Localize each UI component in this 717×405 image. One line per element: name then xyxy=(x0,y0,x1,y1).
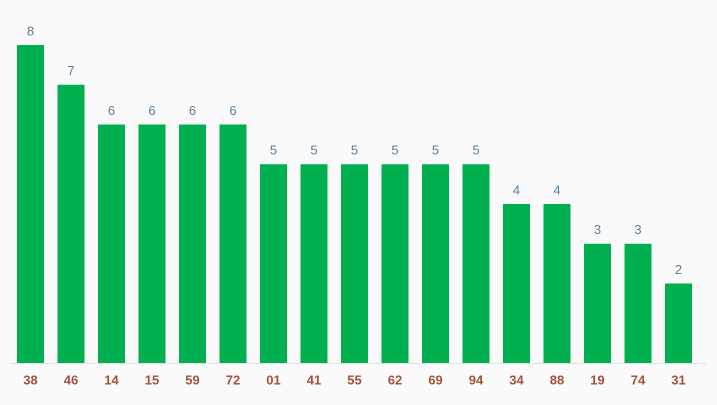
value-label: 5 xyxy=(391,143,398,158)
bar xyxy=(503,204,530,363)
x-tick-label: 15 xyxy=(145,372,159,387)
x-tick-label: 55 xyxy=(347,372,361,387)
value-label: 6 xyxy=(108,103,115,118)
x-tick-label: 59 xyxy=(185,372,199,387)
bar xyxy=(260,164,287,363)
bar xyxy=(422,164,449,363)
bar xyxy=(17,45,44,363)
bar xyxy=(624,243,652,363)
x-tick-label: 01 xyxy=(266,372,280,387)
value-label: 4 xyxy=(513,182,520,197)
x-tick-label: 62 xyxy=(388,372,402,387)
value-label: 5 xyxy=(310,143,317,158)
x-tick-label: 88 xyxy=(550,372,564,387)
x-tick-label: 34 xyxy=(509,372,524,387)
bar xyxy=(98,124,125,363)
bar xyxy=(179,124,206,363)
x-tick-label: 31 xyxy=(671,372,685,387)
x-tick-label: 69 xyxy=(428,372,442,387)
value-label: 6 xyxy=(229,103,236,118)
x-tick-label: 94 xyxy=(469,372,484,387)
value-label: 2 xyxy=(675,262,682,277)
value-label: 4 xyxy=(553,182,560,197)
value-label: 6 xyxy=(189,103,196,118)
value-label: 5 xyxy=(351,143,358,158)
bar xyxy=(219,124,247,363)
bar xyxy=(381,164,409,363)
x-tick-label: 46 xyxy=(64,372,78,387)
bar xyxy=(665,283,692,363)
x-tick-label: 72 xyxy=(226,372,240,387)
value-label: 8 xyxy=(27,23,34,38)
value-label: 5 xyxy=(270,143,277,158)
bar xyxy=(300,164,328,363)
value-label: 3 xyxy=(594,222,601,237)
x-tick-label: 14 xyxy=(104,372,119,387)
value-label: 5 xyxy=(472,143,479,158)
bar xyxy=(543,204,571,363)
value-label: 6 xyxy=(148,103,155,118)
x-tick-label: 19 xyxy=(590,372,604,387)
bar xyxy=(341,164,368,363)
bar xyxy=(462,164,490,363)
bar xyxy=(138,124,166,363)
value-label: 5 xyxy=(432,143,439,158)
bar xyxy=(584,243,611,363)
x-tick-label: 41 xyxy=(307,372,321,387)
bar xyxy=(57,84,85,363)
value-label: 7 xyxy=(67,63,74,78)
x-tick-label: 74 xyxy=(631,372,646,387)
value-label: 3 xyxy=(634,222,641,237)
x-tick-label: 38 xyxy=(23,372,37,387)
